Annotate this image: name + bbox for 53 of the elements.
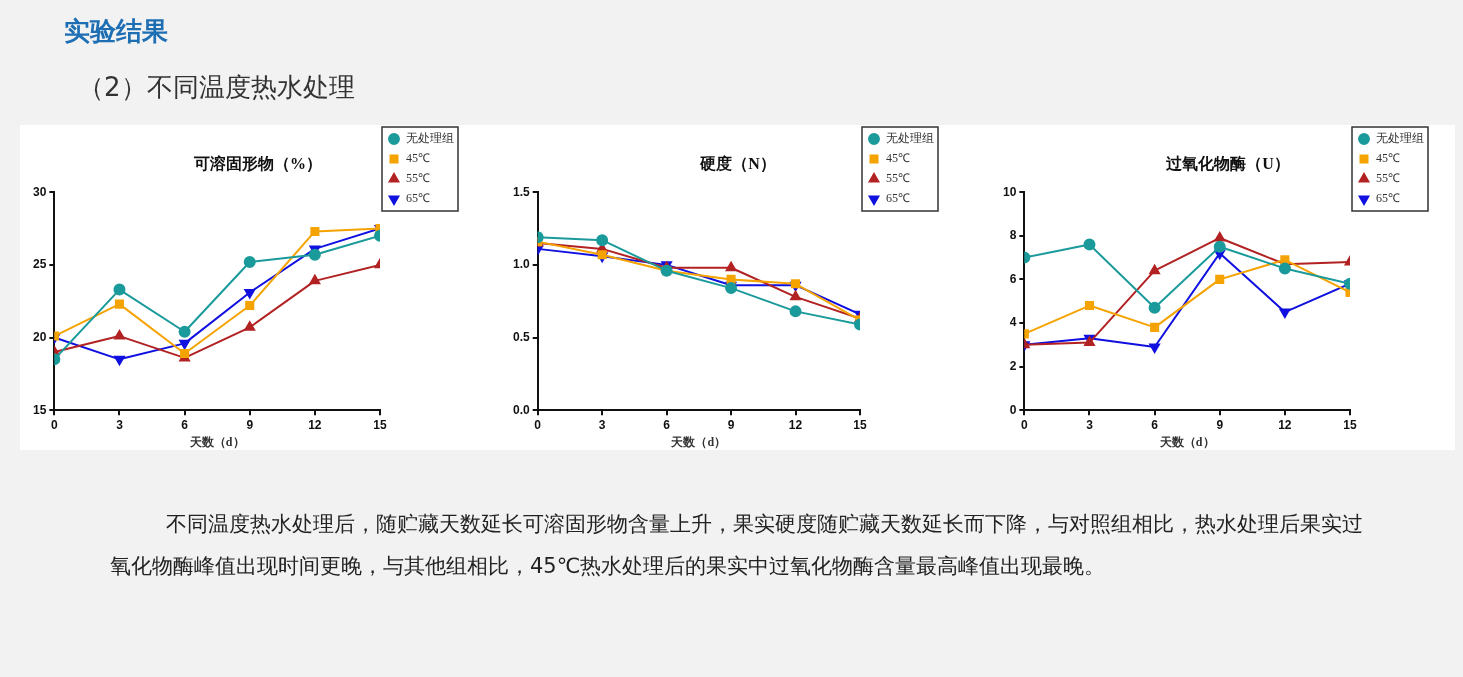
x-tick-label: 6 <box>1151 417 1159 432</box>
legend-label: 45℃ <box>1376 151 1400 166</box>
legend-label: 无处理组 <box>886 131 934 146</box>
x-tick-label: 9 <box>246 417 254 432</box>
y-tick-label: 6 <box>1009 271 1017 286</box>
y-tick-label: 30 <box>32 184 47 199</box>
legend-label: 45℃ <box>886 151 910 166</box>
y-tick-label: 0.0 <box>512 402 530 417</box>
chart-title: 硬度（N） <box>699 153 776 173</box>
x-tick-label: 6 <box>663 417 671 432</box>
x-tick-label: 0 <box>534 417 542 432</box>
y-tick-label: 1.0 <box>512 257 530 272</box>
legend-label: 无处理组 <box>406 131 454 146</box>
legend-label: 65℃ <box>886 191 910 206</box>
legend-label: 45℃ <box>406 151 430 166</box>
chart-title: 过氧化物酶（U） <box>1165 154 1290 173</box>
legend-label: 65℃ <box>406 191 430 206</box>
y-tick-label: 20 <box>32 329 47 344</box>
chart-title: 可溶固形物（%） <box>193 153 322 173</box>
x-tick-label: 15 <box>373 417 387 432</box>
x-tick-label: 6 <box>181 417 189 432</box>
y-tick-label: 2 <box>1009 358 1017 373</box>
legend-label: 55℃ <box>1376 171 1400 186</box>
text: 不同温度热水处理后，随贮藏天数延长可溶固形物含量上升，果实硬度随贮藏天数延长而下降，与对照组相比，热水处理后果实过氧化物酶峰值出现时间更晚，与其他组相比，45℃热水处理后的果实中过氧化物酶含量最高峰值出现最晚。 <box>110 511 1364 580</box>
x-tick-label: 12 <box>308 417 322 432</box>
text: （2）不同温度热水处理 <box>78 71 355 104</box>
text: 实验结果 <box>64 15 168 48</box>
x-tick-label: 3 <box>598 417 606 432</box>
y-tick-label: 8 <box>1009 228 1017 243</box>
x-tick-label: 0 <box>1021 417 1028 432</box>
y-tick-label: 10 <box>1002 184 1017 199</box>
x-tick-label: 15 <box>853 417 867 432</box>
y-tick-label: 0 <box>1009 402 1017 417</box>
y-tick-label: 4 <box>1009 315 1017 330</box>
x-tick-label: 9 <box>727 417 735 432</box>
x-axis-title: 天数（d） <box>188 434 245 449</box>
x-tick-label: 12 <box>788 417 803 432</box>
x-tick-label: 3 <box>116 417 124 432</box>
x-tick-label: 9 <box>1216 417 1224 432</box>
x-tick-label: 15 <box>1343 417 1357 432</box>
y-tick-label: 1.5 <box>512 184 530 199</box>
x-tick-label: 0 <box>51 417 58 432</box>
x-axis-title: 天数（d） <box>670 434 727 449</box>
y-tick-label: 0.5 <box>512 329 530 344</box>
x-tick-label: 3 <box>1086 417 1094 432</box>
legend-label: 65℃ <box>1376 191 1400 206</box>
x-tick-label: 12 <box>1278 417 1292 432</box>
legend-label: 55℃ <box>886 171 910 186</box>
legend-label: 无处理组 <box>1376 131 1424 146</box>
y-tick-label: 25 <box>32 257 47 272</box>
legend-label: 55℃ <box>406 171 430 186</box>
y-tick-label: 15 <box>32 402 47 417</box>
x-axis-title: 天数（d） <box>1158 434 1215 449</box>
